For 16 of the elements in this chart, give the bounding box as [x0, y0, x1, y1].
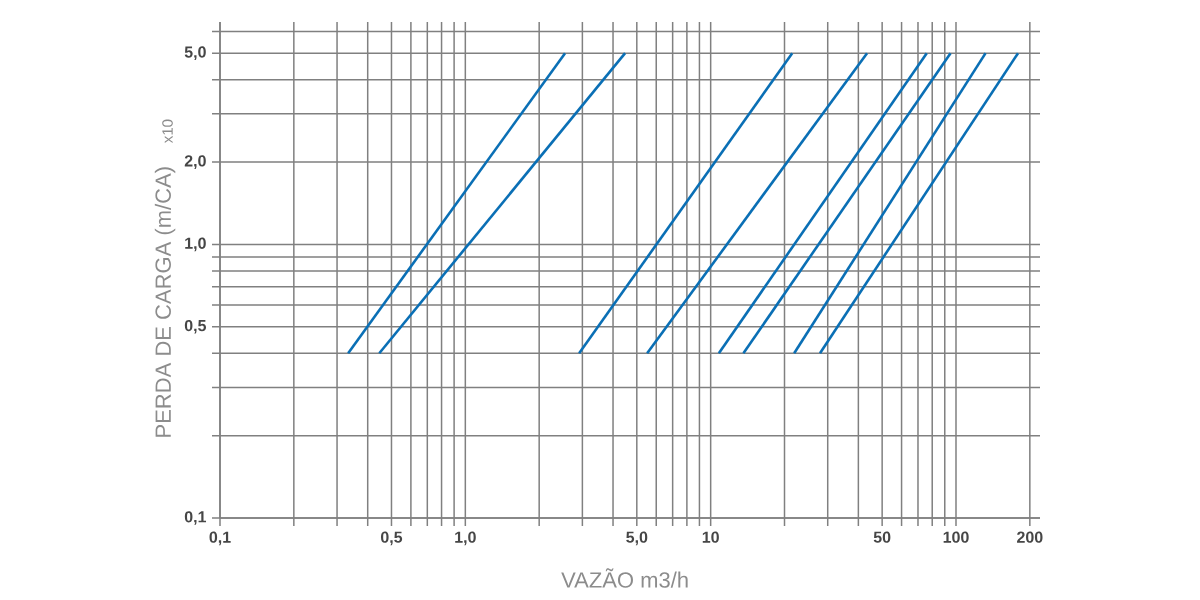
y-tick-label: 1,0	[185, 237, 206, 252]
x-tick-label: 1,0	[455, 531, 476, 546]
y-axis-title: PERDA DE CARGA (m/CA)	[154, 167, 176, 437]
x-tick-label: 5,0	[626, 531, 648, 546]
y-tick-label: 5,0	[184, 46, 206, 60]
x-tick-label: 0,1	[209, 531, 231, 546]
x-tick-label: 0,5	[380, 531, 403, 546]
x-axis-title: VAZÃO m3/h	[561, 568, 688, 588]
x-tick-label: 200	[1017, 531, 1043, 543]
y-tick-label: 0,1	[184, 511, 207, 525]
text: x10	[162, 119, 173, 144]
x-tick-label: 10	[702, 531, 719, 543]
y-tick-label: 2,0	[184, 155, 206, 169]
x-tick-label: 100	[943, 531, 969, 543]
y-tick-label: 0,5	[184, 319, 207, 334]
x-tick-label: 50	[873, 531, 891, 543]
